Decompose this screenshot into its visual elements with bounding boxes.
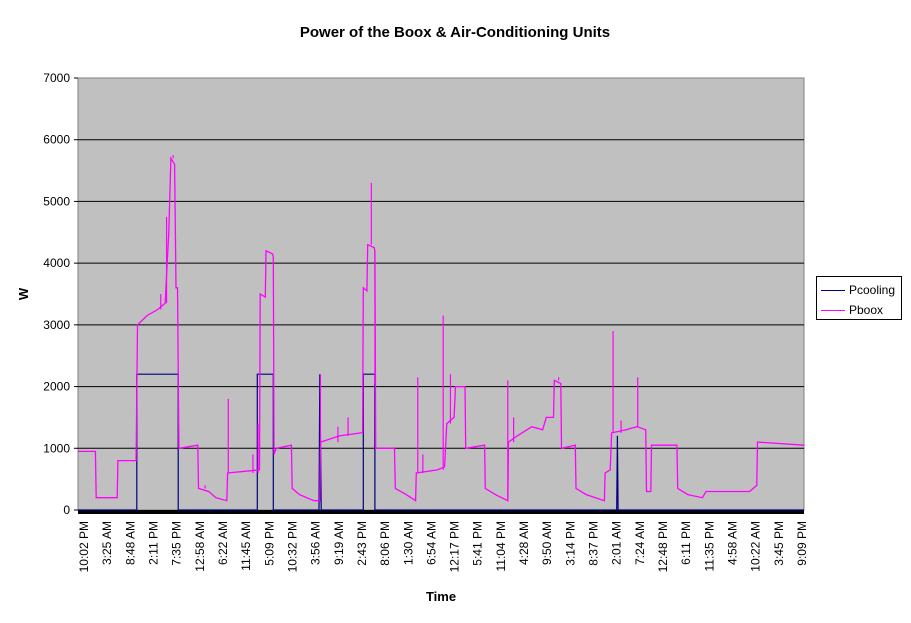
y-tick-label: 7000 (43, 71, 70, 85)
x-tick-label: 7:24 AM (633, 521, 647, 565)
x-tick-label: 5:09 PM (262, 521, 276, 566)
x-tick-label: 4:28 AM (517, 521, 531, 565)
chart-title: Power of the Boox & Air-Conditioning Uni… (300, 24, 610, 41)
y-tick-label: 3000 (43, 318, 70, 332)
x-tick-label: 4:58 AM (726, 521, 740, 565)
y-tick-label: 1000 (43, 441, 70, 455)
x-tick-label: 11:35 PM (702, 521, 716, 571)
x-tick-label: 6:11 PM (679, 521, 693, 565)
y-tick-label: 0 (63, 503, 70, 517)
y-tick-label: 2000 (43, 380, 70, 394)
y-tick-label: 6000 (43, 133, 70, 147)
legend-label-pcooling: Pcooling (849, 283, 896, 297)
x-tick-label: 12:17 PM (448, 521, 462, 572)
x-tick-label: 1:30 AM (401, 521, 415, 565)
y-axis: 0 1000 2000 3000 4000 5000 6000 7000 (43, 71, 78, 517)
y-tick-label: 4000 (43, 256, 70, 270)
x-tick-label: 9:50 AM (540, 521, 554, 565)
legend-swatch-pcooling (821, 289, 845, 291)
legend-swatch-pboox (821, 309, 845, 311)
x-axis-label: Time (426, 589, 456, 604)
gridlines (78, 139, 804, 449)
y-tick-label: 5000 (43, 194, 70, 208)
x-tick-label: 2:11 PM (146, 521, 160, 565)
x-tick-label: 5:41 PM (471, 521, 485, 566)
x-tick-label: 3:14 PM (563, 521, 577, 566)
legend-label-pboox: Pboox (849, 303, 884, 317)
x-tick-label: 8:06 PM (378, 521, 392, 566)
x-tick-label: 3:45 PM (772, 521, 786, 566)
x-tick-label: 12:48 PM (656, 521, 670, 572)
x-tick-label: 10:02 PM (77, 521, 91, 572)
plot-area (77, 77, 805, 511)
x-tick-label: 2:43 PM (355, 521, 369, 566)
legend-item-pcooling: Pcooling (821, 282, 895, 298)
x-tick-label: 12:58 AM (193, 521, 207, 572)
x-tick-label: 7:35 PM (170, 521, 184, 566)
x-axis: 10:02 PM 3:25 AM 8:48 AM 2:11 PM 7:35 PM 12:5… (77, 510, 809, 572)
x-tick-label: 11:45 AM (239, 521, 253, 571)
x-tick-label: 3:56 AM (309, 521, 323, 565)
x-tick-label: 8:48 AM (123, 521, 137, 565)
x-tick-label: 6:54 AM (424, 521, 438, 565)
legend-item-pboox: Pboox (821, 302, 883, 318)
x-tick-label: 2:01 AM (610, 521, 624, 565)
x-tick-label: 9:19 AM (332, 521, 346, 565)
x-tick-label: 10:32 PM (285, 521, 299, 572)
x-tick-label: 8:37 PM (587, 521, 601, 566)
legend: Pcooling Pboox (816, 276, 902, 320)
y-axis-label: W (16, 287, 31, 300)
series-layer (78, 155, 805, 511)
x-tick-label: 6:22 AM (216, 521, 230, 565)
x-tick-label: 11:04 PM (494, 521, 508, 571)
x-tick-label: 3:25 AM (100, 521, 114, 565)
x-tick-label: 10:22 AM (749, 521, 763, 572)
x-tick-label: 9:09 PM (795, 521, 809, 566)
